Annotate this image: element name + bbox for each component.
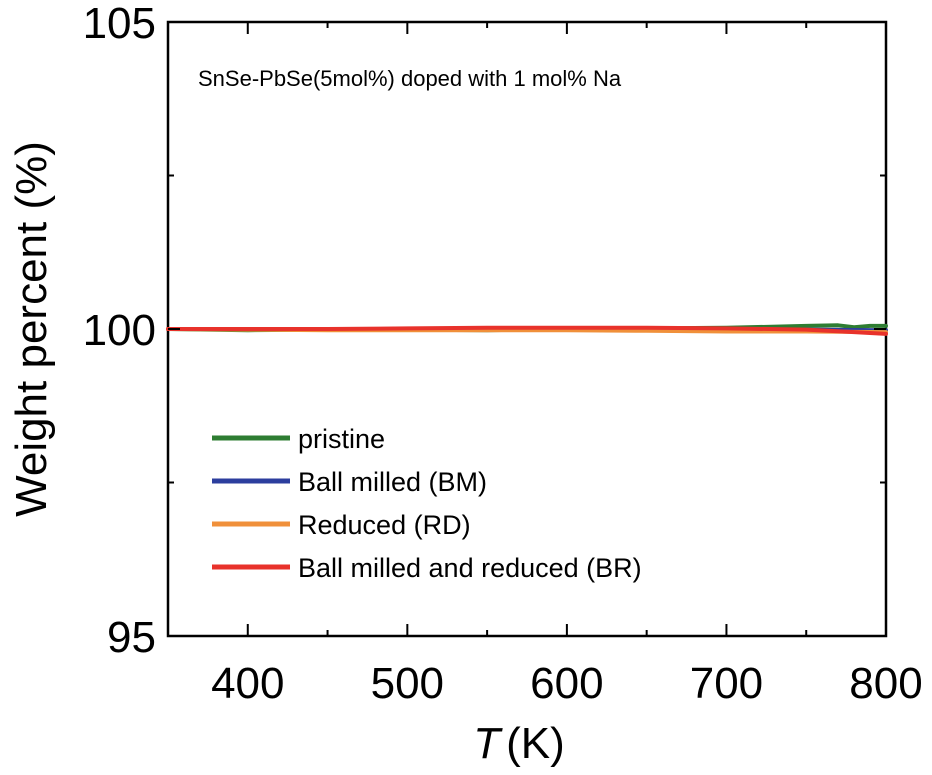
x-tick-label: 600 [530,659,603,708]
x-tick-label: 700 [690,659,763,708]
y-tick-label: 95 [107,613,156,662]
legend-label-4: Ball milled and reduced (BR) [298,553,642,583]
annotation-text: SnSe-PbSe(5mol%) doped with 1 mol% Na [198,66,622,91]
x-tick-label: 400 [211,659,284,708]
legend-label-1: pristine [298,424,385,454]
series-line-4 [166,325,888,336]
x-axis-label: T (K) [473,719,565,768]
y-tick-label: 105 [83,0,156,48]
x-tick-label: 500 [371,659,444,708]
y-axis-label: Weight percent (%) [7,141,56,517]
x-axis-unit: (K) [506,719,565,768]
y-axis-ticks: 95 100 105 [83,0,886,662]
x-axis-ticks: 400 500 600 700 800 [167,22,923,708]
x-axis-symbol: T [473,719,503,768]
legend-label-2: Ball milled (BM) [298,467,487,497]
y-tick-label: 100 [83,306,156,355]
x-tick-label: 800 [849,659,922,708]
legend-label-3: Reduced (RD) [298,510,471,540]
legend: pristine Ball milled (BM) Reduced (RD) Ball… [212,424,642,583]
series-layer [166,323,888,336]
